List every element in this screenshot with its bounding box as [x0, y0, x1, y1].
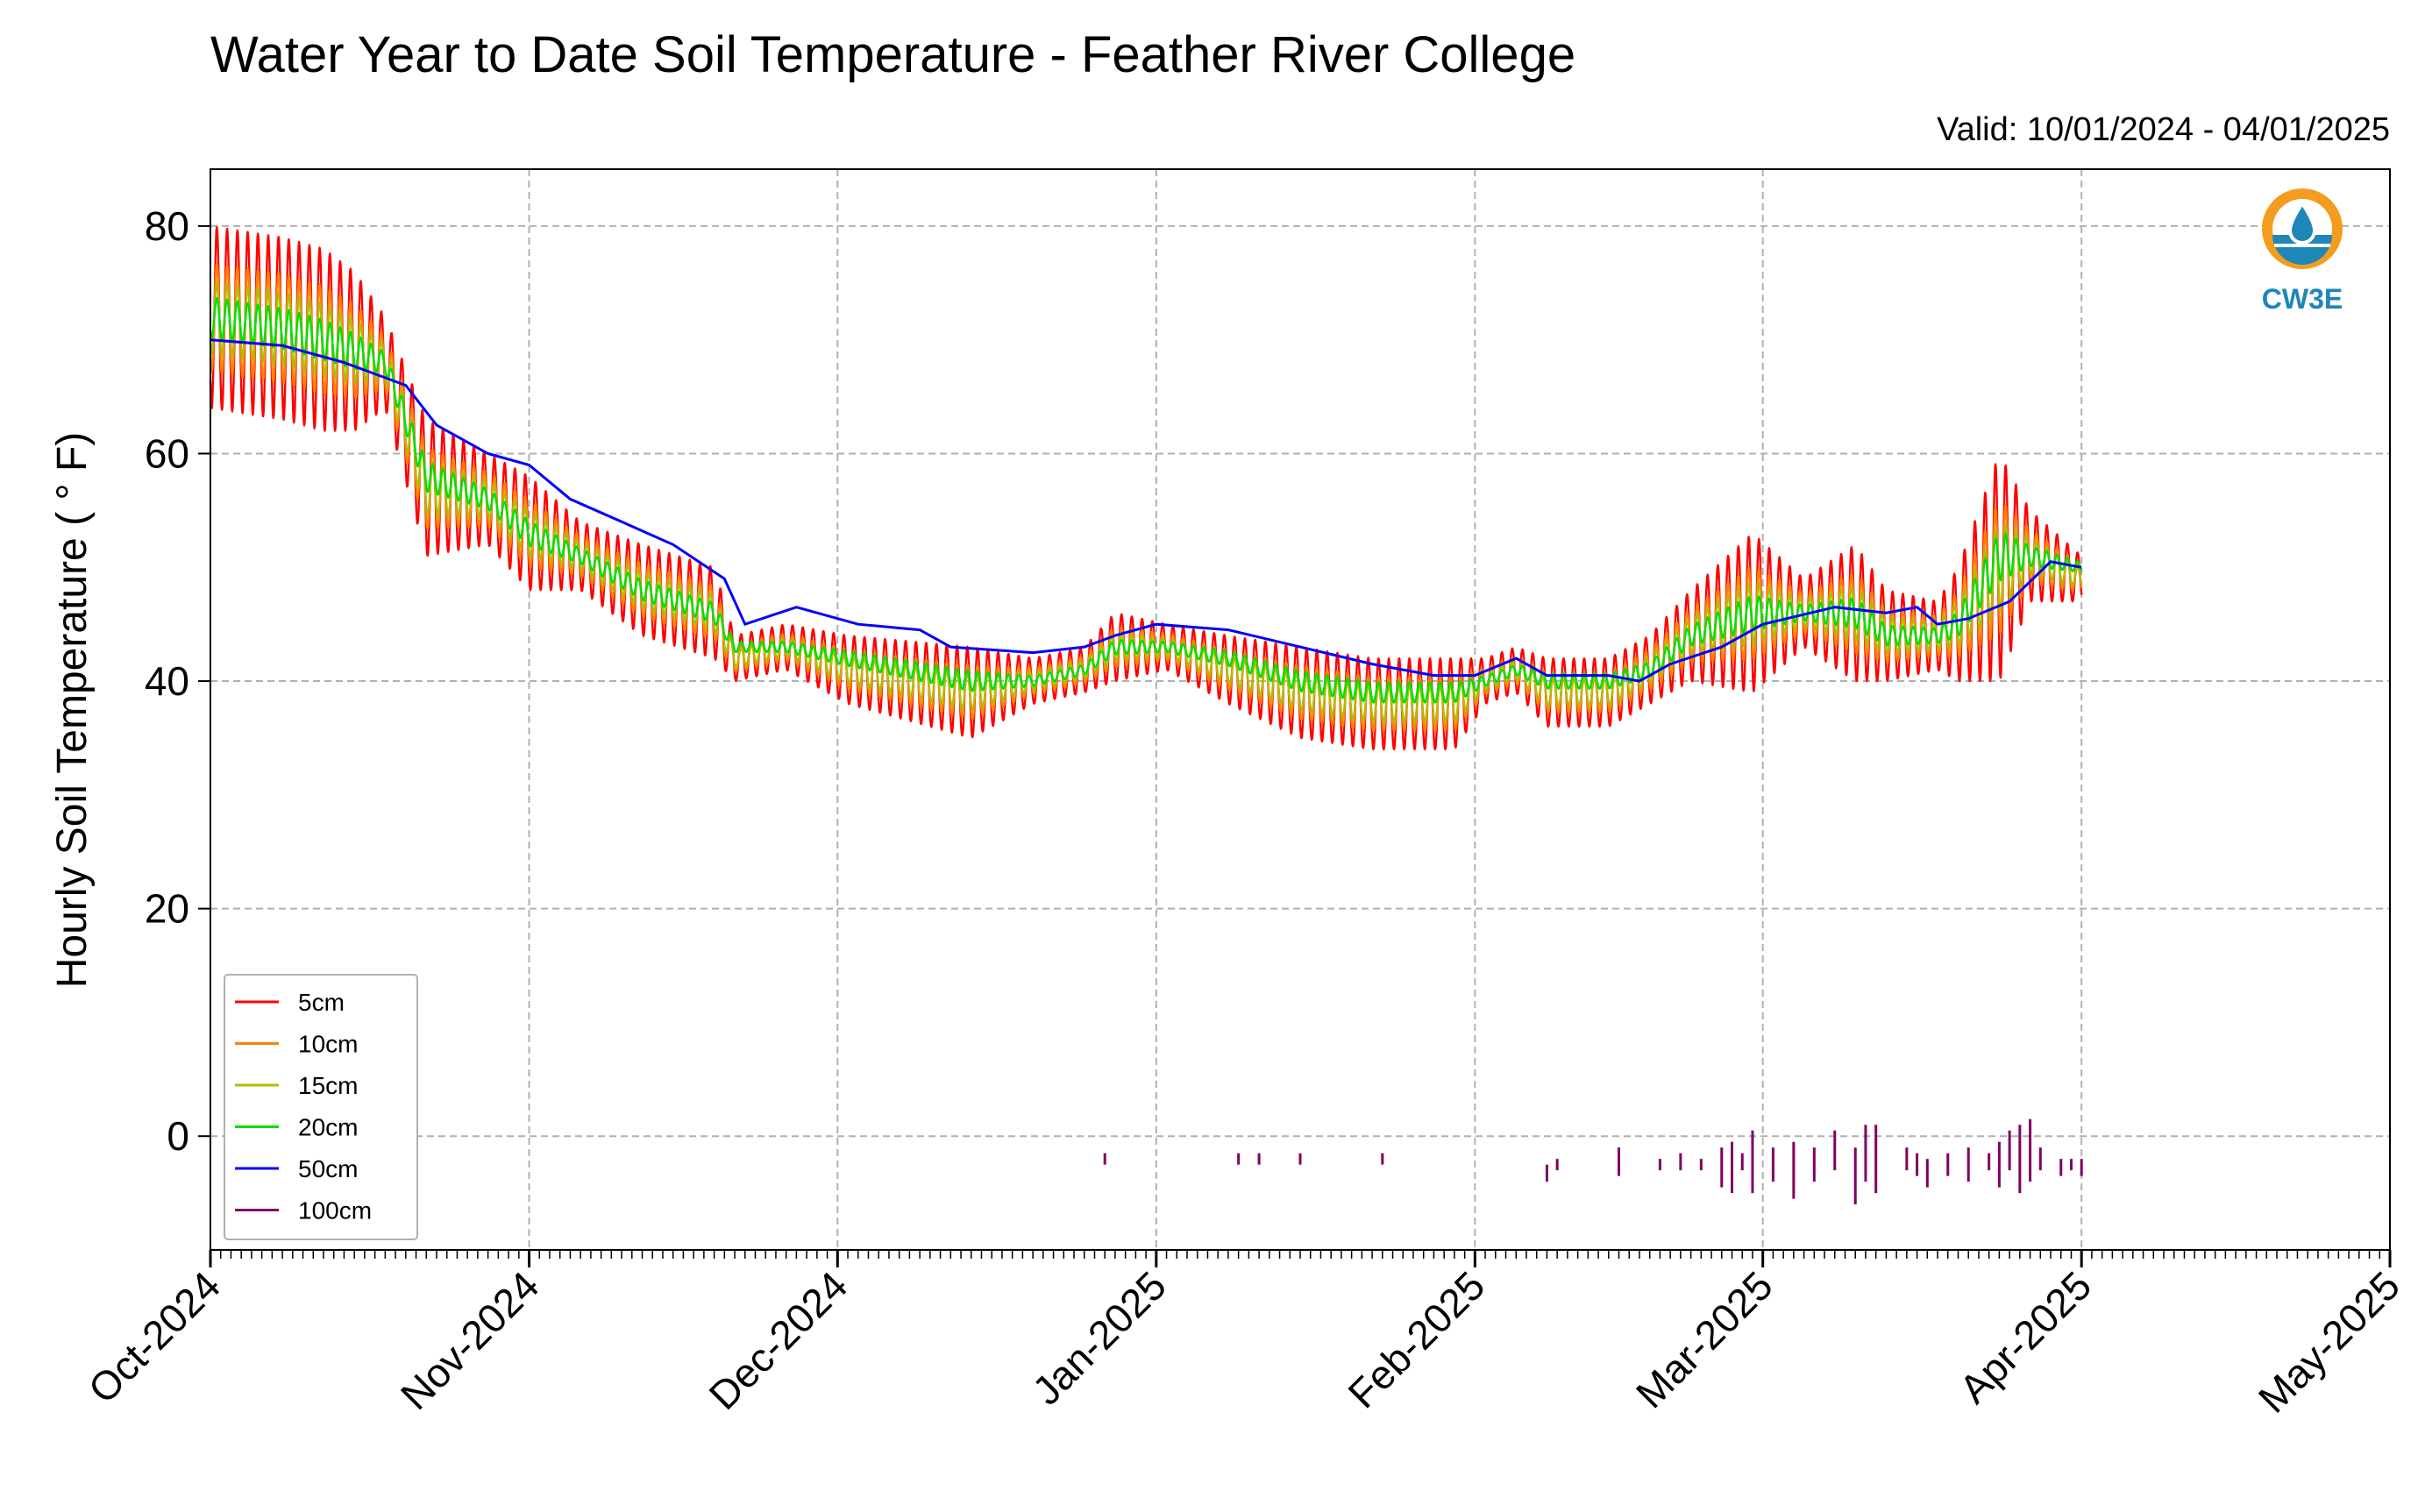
ticks: 0 20 40 60 80 Oct-2024 Nov-2024 Dec-2024 Jan-202… [80, 203, 2409, 1422]
logo-text: CW3E [2262, 283, 2343, 315]
x-tick-label: Nov-2024 [392, 1262, 548, 1418]
chart-subtitle: Valid: 10/01/2024 - 04/01/2025 [1937, 111, 2390, 148]
series-line-20cm [209, 296, 2083, 704]
legend: 5cm 10cm 15cm 20cm 50cm 100cm [224, 974, 418, 1240]
y-tick-label: 20 [145, 886, 189, 932]
legend-label-50cm: 50cm [298, 1155, 358, 1182]
y-axis-label: Hourly Soil Temperature ( ° F) [49, 432, 96, 989]
legend-label-10cm: 10cm [298, 1031, 358, 1058]
chart-title: Water Year to Date Soil Temperature - Fe… [210, 26, 1575, 83]
y-tick-label: 60 [145, 430, 189, 476]
legend-label-15cm: 15cm [298, 1072, 358, 1099]
y-tick-label: 40 [145, 658, 189, 704]
y-tick-label: 0 [167, 1113, 189, 1159]
x-tick-label: Mar-2025 [1627, 1262, 1781, 1416]
x-tick-label: Jan-2025 [1023, 1262, 1174, 1413]
logo: CW3E [2262, 188, 2343, 315]
x-tick-label: Apr-2025 [1951, 1262, 2101, 1412]
legend-box [224, 974, 418, 1240]
series-lines [209, 225, 2083, 1205]
legend-label-5cm: 5cm [298, 989, 345, 1016]
y-tick-label: 80 [145, 203, 189, 249]
x-tick-label: Oct-2024 [80, 1262, 230, 1412]
series-line-50cm [210, 338, 2082, 683]
x-tick-label: May-2025 [2250, 1262, 2408, 1421]
legend-label-20cm: 20cm [298, 1114, 358, 1141]
logo-water-icon [2272, 235, 2332, 265]
x-tick-label: Dec-2024 [701, 1262, 857, 1418]
logo-drop-icon [2287, 200, 2317, 245]
series-line-5cm [209, 225, 2083, 751]
legend-label-100cm: 100cm [298, 1197, 372, 1225]
x-tick-label: Feb-2025 [1339, 1262, 1493, 1416]
